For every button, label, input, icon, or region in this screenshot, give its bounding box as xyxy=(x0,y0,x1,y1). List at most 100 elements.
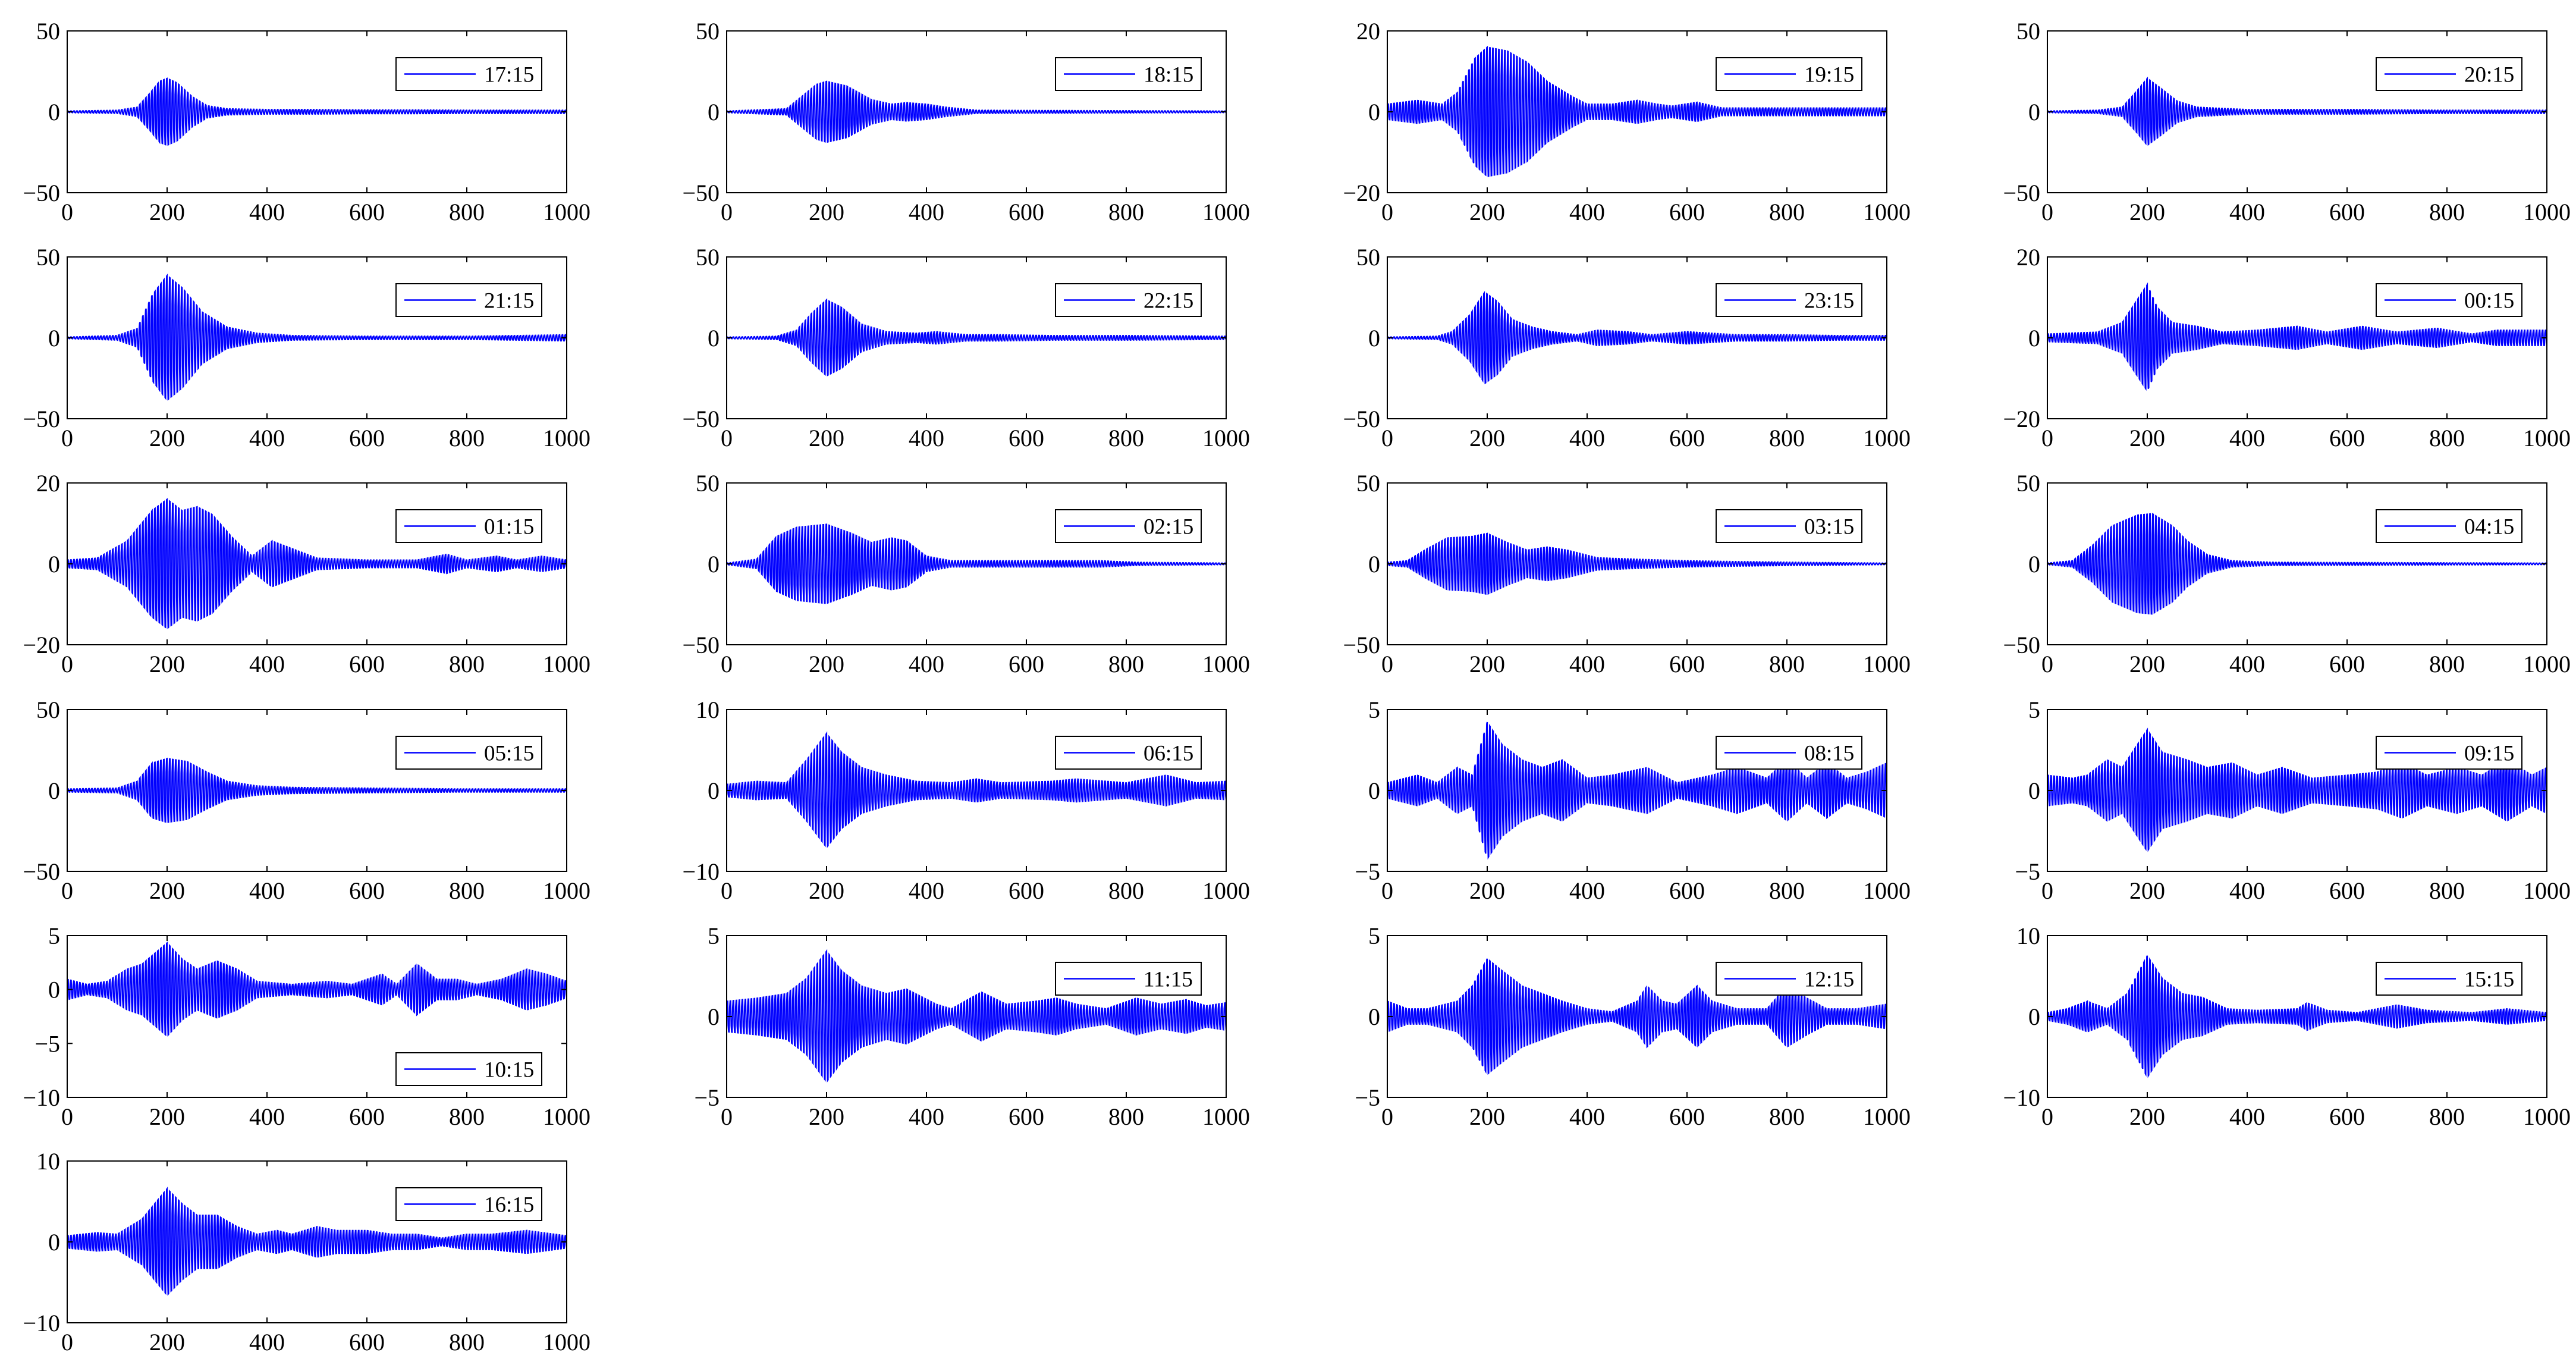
x-tick-label: 400 xyxy=(249,425,285,451)
x-tick-label: 800 xyxy=(1769,425,1805,451)
legend-label: 08:15 xyxy=(1804,742,1854,766)
x-tick-label: 0 xyxy=(2041,425,2053,451)
x-tick-label: 0 xyxy=(721,1103,733,1130)
legend-label: 09:15 xyxy=(2464,742,2514,766)
legend-label: 12:15 xyxy=(1804,968,1854,992)
x-tick-label: 600 xyxy=(349,199,385,225)
x-tick-label: 1000 xyxy=(1863,425,1911,451)
x-tick-label: 200 xyxy=(809,651,844,677)
y-tick-label: −50 xyxy=(2003,632,2040,658)
x-tick-label: 1000 xyxy=(543,1329,590,1356)
y-tick-label: 0 xyxy=(2028,325,2040,352)
y-tick-label: 5 xyxy=(708,923,720,949)
x-tick-label: 800 xyxy=(449,425,485,451)
y-tick-label: −20 xyxy=(2003,406,2040,432)
y-tick-label: −5 xyxy=(694,1084,720,1111)
x-tick-label: 600 xyxy=(349,1329,385,1356)
series-line-0115 xyxy=(67,498,567,629)
legend: 19:15 xyxy=(1716,57,1862,91)
x-tick-label: 0 xyxy=(2041,877,2053,904)
series-line-1215 xyxy=(1387,958,1887,1075)
legend-label: 03:15 xyxy=(1804,515,1854,539)
x-tick-label: 600 xyxy=(2329,651,2365,677)
x-tick-label: 400 xyxy=(909,1103,944,1130)
series-line-0315 xyxy=(1387,532,1887,595)
y-tick-label: −50 xyxy=(23,858,60,885)
y-tick-label: 20 xyxy=(1356,18,1380,45)
x-tick-label: 800 xyxy=(1769,199,1805,225)
y-tick-label: 20 xyxy=(36,470,60,497)
series-line-2215 xyxy=(727,298,1226,376)
legend: 08:15 xyxy=(1716,736,1862,770)
y-tick-label: 0 xyxy=(2028,777,2040,804)
legend: 06:15 xyxy=(1055,736,1202,770)
x-tick-label: 0 xyxy=(721,425,733,451)
legend: 00:15 xyxy=(2376,283,2522,317)
x-tick-label: 400 xyxy=(909,199,944,225)
x-tick-label: 400 xyxy=(249,877,285,904)
legend-label: 06:15 xyxy=(1144,742,1193,766)
x-tick-label: 1000 xyxy=(1202,425,1250,451)
y-tick-label: 0 xyxy=(48,551,60,578)
series-line-1515 xyxy=(2047,955,2547,1078)
y-tick-label: 0 xyxy=(708,325,720,352)
y-tick-label: 0 xyxy=(1368,777,1380,804)
series-line-0815 xyxy=(1387,721,1887,860)
x-tick-label: 600 xyxy=(1009,877,1044,904)
y-tick-label: 5 xyxy=(2028,696,2040,723)
x-tick-label: 600 xyxy=(349,651,385,677)
y-tick-label: −20 xyxy=(1343,180,1380,206)
y-tick-label: 10 xyxy=(696,696,720,723)
y-tick-label: 0 xyxy=(708,777,720,804)
legend: 17:15 xyxy=(395,57,542,91)
x-tick-label: 200 xyxy=(1469,877,1505,904)
x-tick-label: 1000 xyxy=(2523,1103,2571,1130)
x-tick-label: 0 xyxy=(721,877,733,904)
x-tick-label: 600 xyxy=(349,425,385,451)
series-line-2315 xyxy=(1387,291,1887,385)
y-tick-label: −50 xyxy=(682,406,720,432)
y-tick-label: 10 xyxy=(36,1148,60,1175)
x-tick-label: 1000 xyxy=(1202,199,1250,225)
y-tick-label: −50 xyxy=(23,406,60,432)
x-tick-label: 400 xyxy=(1569,877,1605,904)
legend-label: 16:15 xyxy=(484,1193,534,1218)
series-line-0215 xyxy=(727,523,1226,604)
y-tick-label: 0 xyxy=(1368,99,1380,125)
x-tick-label: 800 xyxy=(449,1103,485,1130)
x-tick-label: 600 xyxy=(1669,877,1705,904)
legend-label: 22:15 xyxy=(1144,289,1193,313)
x-tick-label: 200 xyxy=(149,1103,185,1130)
x-tick-label: 800 xyxy=(2429,651,2465,677)
legend: 23:15 xyxy=(1716,283,1862,317)
x-tick-label: 200 xyxy=(1469,425,1505,451)
x-tick-label: 200 xyxy=(149,199,185,225)
y-tick-label: 0 xyxy=(2028,551,2040,578)
y-tick-label: 50 xyxy=(1356,470,1380,497)
x-tick-label: 400 xyxy=(2229,199,2265,225)
y-tick-label: 0 xyxy=(2028,1003,2040,1030)
y-tick-label: 0 xyxy=(48,325,60,352)
x-tick-label: 1000 xyxy=(1863,651,1911,677)
legend: 03:15 xyxy=(1716,509,1862,543)
x-tick-label: 1000 xyxy=(1863,1103,1911,1130)
y-tick-label: −20 xyxy=(23,632,60,658)
x-tick-label: 0 xyxy=(2041,199,2053,225)
y-tick-label: −10 xyxy=(23,1310,60,1336)
legend: 18:15 xyxy=(1055,57,1202,91)
x-tick-label: 200 xyxy=(149,1329,185,1356)
legend: 15:15 xyxy=(2376,962,2522,996)
legend: 11:15 xyxy=(1055,962,1202,996)
x-tick-label: 0 xyxy=(61,1329,73,1356)
y-tick-label: −50 xyxy=(2003,180,2040,206)
x-tick-label: 1000 xyxy=(1863,199,1911,225)
x-tick-label: 400 xyxy=(909,877,944,904)
